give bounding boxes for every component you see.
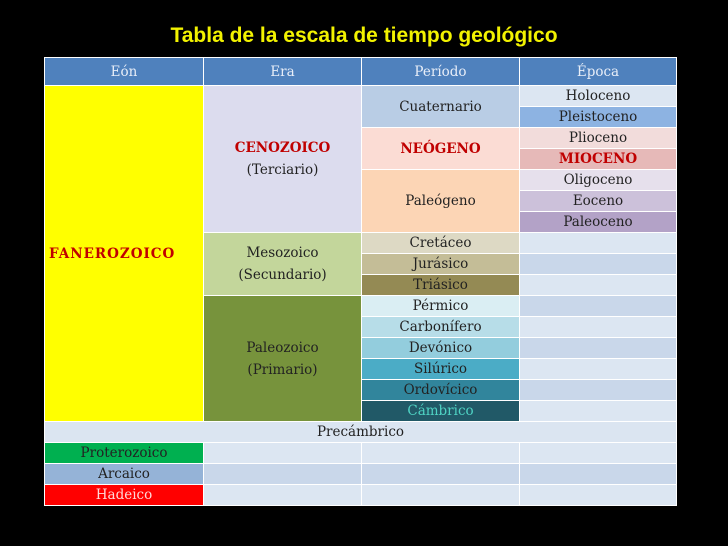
empty-cell [361, 463, 520, 485]
period-cell: Carbonífero [361, 316, 520, 338]
header-cell: Período [361, 57, 520, 86]
empty-cell [519, 316, 677, 338]
empty-cell [519, 400, 677, 422]
empty-cell [519, 274, 677, 296]
era-name: Paleozoico [246, 339, 319, 356]
empty-cell [519, 253, 677, 275]
era-cell: Paleozoico (Primario) [203, 295, 362, 422]
era-sub: (Primario) [247, 361, 318, 378]
empty-cell [361, 442, 520, 464]
period-cell: Cretáceo [361, 232, 520, 254]
title: Tabla de la escala de tiempo geológico [170, 24, 558, 47]
era-cell: CENOZOICO (Terciario) [203, 85, 362, 233]
empty-cell [361, 484, 520, 506]
period-cell: Ordovícico [361, 379, 520, 401]
epoch-cell: MIOCENO [519, 148, 677, 170]
period-cell: Pérmico [361, 295, 520, 317]
epoch-cell: Plioceno [519, 127, 677, 149]
empty-cell [519, 484, 677, 506]
precambrian-eon-cell: Arcaico [44, 463, 204, 485]
epoch-cell: Eoceno [519, 190, 677, 212]
epoch-cell: Oligoceno [519, 169, 677, 191]
era-sub: (Terciario) [246, 162, 319, 178]
empty-cell [519, 232, 677, 254]
era-sub: (Secundario) [238, 267, 327, 283]
empty-cell [519, 463, 677, 485]
period-cell: Silúrico [361, 358, 520, 380]
empty-cell [519, 337, 677, 359]
precambrian-cell: Precámbrico [44, 421, 677, 443]
period-cell: Cámbrico [361, 400, 520, 422]
header-cell: Era [203, 57, 362, 86]
period-cell: NEÓGENO [361, 127, 520, 170]
era-name: Mesozoico [246, 245, 319, 261]
precambrian-eon-cell: Proterozoico [44, 442, 204, 464]
period-cell: Triásico [361, 274, 520, 296]
precambrian-eon-cell: Hadeico [44, 484, 204, 506]
header-cell: Época [519, 57, 677, 86]
era-name: CENOZOICO [234, 140, 331, 156]
empty-cell [519, 379, 677, 401]
epoch-cell: Holoceno [519, 85, 677, 107]
empty-cell [203, 463, 362, 485]
geologic-table: Eón Era Período Época FANEROZOICO CENOZO… [44, 57, 677, 506]
empty-cell [519, 358, 677, 380]
empty-cell [203, 484, 362, 506]
period-cell: Jurásico [361, 253, 520, 275]
epoch-cell: Pleistoceno [519, 106, 677, 128]
period-cell: Devónico [361, 337, 520, 359]
era-cell: Mesozoico (Secundario) [203, 232, 362, 296]
empty-cell [519, 295, 677, 317]
epoch-cell: Paleoceno [519, 211, 677, 233]
period-cell: Paleógeno [361, 169, 520, 233]
empty-cell [519, 442, 677, 464]
period-cell: Cuaternario [361, 85, 520, 128]
header-row: Eón Era Período Época [44, 57, 677, 86]
empty-cell [203, 442, 362, 464]
eon-cell: FANEROZOICO [44, 85, 204, 422]
header-cell: Eón [44, 57, 204, 86]
